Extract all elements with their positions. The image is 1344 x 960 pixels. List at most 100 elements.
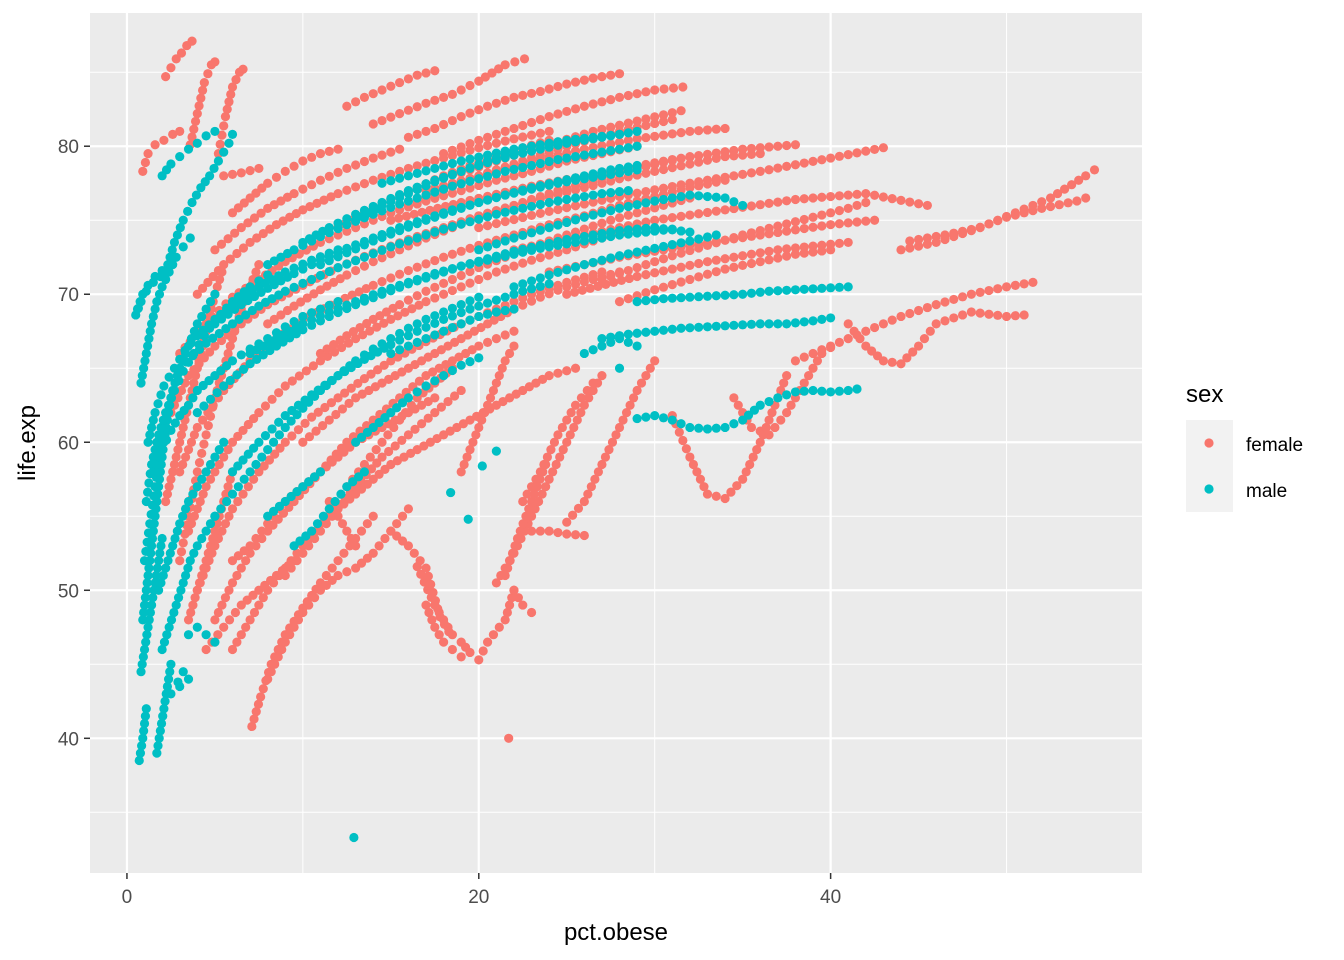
female-point	[294, 371, 304, 381]
male-point	[257, 452, 267, 462]
female-point	[510, 57, 520, 67]
male-point	[421, 190, 431, 200]
female-point	[474, 274, 484, 285]
female-point	[178, 538, 188, 548]
male-point	[463, 514, 473, 524]
female-point	[668, 83, 679, 93]
female-point	[203, 277, 213, 287]
female-point	[576, 408, 586, 418]
female-point	[659, 84, 669, 94]
female-point	[922, 233, 932, 243]
male-point	[333, 252, 343, 262]
male-point	[570, 262, 581, 272]
male-point	[403, 236, 414, 246]
male-point	[694, 423, 704, 433]
female-point	[435, 612, 445, 622]
female-point	[586, 482, 596, 492]
female-point	[447, 89, 457, 100]
female-point	[544, 112, 554, 122]
male-point	[192, 319, 202, 329]
female-point	[298, 548, 308, 558]
female-point	[984, 309, 994, 319]
female-point	[386, 356, 396, 366]
male-point	[186, 338, 196, 348]
female-point	[384, 446, 394, 457]
female-point	[509, 341, 519, 351]
male-point	[342, 259, 352, 269]
female-point	[223, 445, 233, 455]
male-point	[597, 255, 607, 265]
female-point	[692, 467, 702, 477]
female-point	[878, 356, 888, 366]
male-point	[518, 286, 528, 296]
male-point	[307, 315, 317, 325]
male-point	[307, 260, 317, 270]
female-point	[812, 356, 823, 366]
male-point	[711, 321, 721, 331]
male-point	[166, 425, 176, 436]
female-point	[438, 153, 449, 163]
female-point	[782, 161, 792, 171]
female-point	[738, 230, 748, 240]
female-point	[579, 101, 589, 111]
male-point	[221, 324, 231, 334]
female-point	[196, 93, 206, 103]
male-point	[430, 187, 440, 197]
male-point	[632, 297, 642, 307]
female-point	[192, 585, 202, 595]
male-point	[658, 413, 669, 423]
female-point	[720, 123, 730, 134]
female-point	[386, 314, 396, 325]
female-point	[359, 92, 370, 102]
male-point	[676, 226, 686, 236]
male-point	[158, 711, 168, 721]
female-point	[861, 216, 871, 226]
male-point	[395, 345, 405, 355]
female-point	[407, 304, 417, 314]
female-point	[624, 273, 634, 284]
female-point	[676, 211, 686, 221]
female-point	[394, 213, 404, 223]
male-point	[412, 193, 422, 203]
female-point	[746, 228, 757, 238]
male-point	[456, 219, 466, 229]
male-point	[799, 284, 809, 294]
female-point	[535, 114, 545, 125]
female-point	[348, 327, 359, 337]
male-point	[349, 832, 359, 843]
male-point	[482, 255, 493, 265]
female-point	[500, 173, 510, 183]
male-point	[623, 162, 633, 172]
female-point	[266, 667, 276, 677]
female-point	[518, 300, 528, 310]
female-point	[342, 331, 352, 341]
female-point	[243, 482, 253, 492]
male-point	[491, 192, 501, 203]
female-point	[614, 297, 625, 307]
female-point	[658, 254, 669, 264]
female-point	[249, 213, 260, 223]
female-point	[606, 215, 616, 225]
male-point	[163, 674, 174, 684]
female-point	[667, 213, 677, 223]
female-point	[263, 319, 273, 329]
female-point	[403, 105, 414, 115]
female-point	[808, 156, 818, 166]
female-point	[729, 203, 739, 214]
male-point	[720, 422, 730, 433]
female-point	[658, 130, 669, 140]
female-point	[241, 622, 251, 632]
female-point	[553, 204, 563, 215]
female-point	[817, 246, 827, 256]
female-point	[210, 57, 220, 67]
female-point	[616, 275, 627, 286]
male-point	[178, 511, 188, 521]
legend-label-female: female	[1246, 435, 1303, 456]
female-point	[993, 215, 1003, 226]
female-point	[351, 160, 361, 170]
female-point	[251, 707, 261, 717]
female-point	[834, 206, 845, 216]
female-point	[175, 126, 185, 137]
female-point	[140, 157, 151, 168]
